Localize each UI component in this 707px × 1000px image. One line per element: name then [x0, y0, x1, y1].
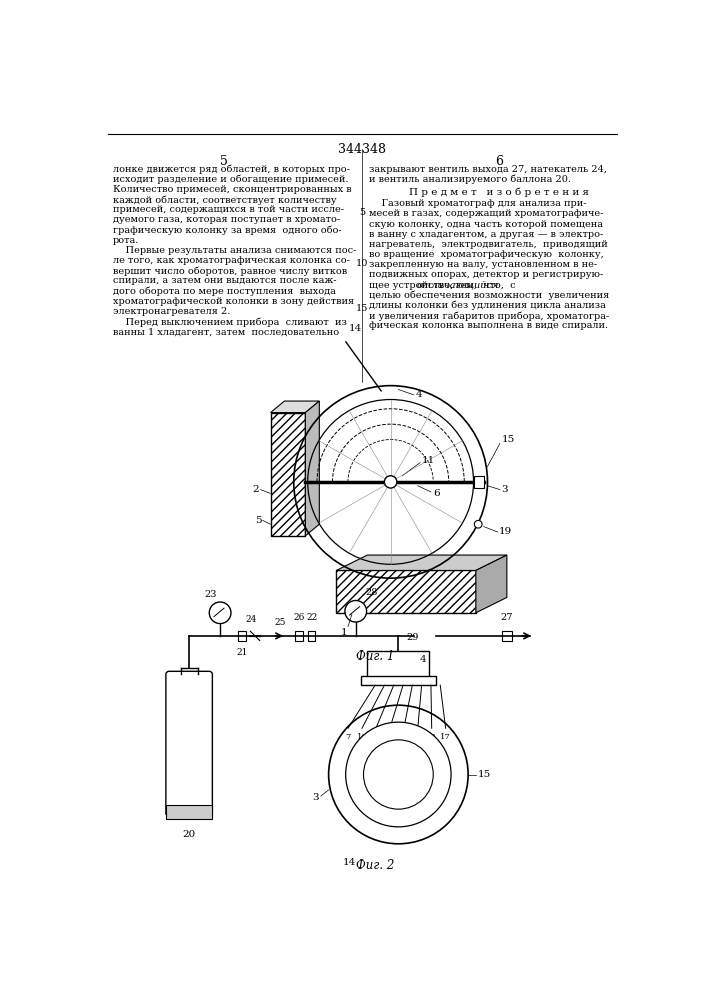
- Circle shape: [345, 600, 367, 622]
- Text: 10: 10: [356, 259, 368, 268]
- Text: 21: 21: [236, 648, 247, 657]
- Text: 24: 24: [245, 615, 257, 624]
- Text: во вращение  хроматографическую  колонку,: во вращение хроматографическую колонку,: [369, 250, 604, 259]
- Text: исходит разделение и обогащение примесей.: исходит разделение и обогащение примесей…: [113, 175, 349, 184]
- Bar: [296, 631, 303, 641]
- Text: 7: 7: [345, 733, 351, 741]
- Text: 14: 14: [349, 324, 363, 333]
- Bar: [361, 676, 436, 685]
- Text: 14: 14: [343, 858, 356, 867]
- Circle shape: [363, 740, 433, 809]
- Bar: [368, 651, 429, 678]
- Text: 26: 26: [293, 613, 305, 622]
- Bar: [474, 476, 484, 488]
- Text: закрепленную на валу, установленном в не-: закрепленную на валу, установленном в не…: [369, 260, 597, 269]
- Text: 16: 16: [356, 733, 367, 741]
- Polygon shape: [476, 555, 507, 613]
- Circle shape: [346, 722, 451, 827]
- Polygon shape: [305, 401, 320, 536]
- Text: подвижных опорах, детектор и регистрирую-: подвижных опорах, детектор и регистрирую…: [369, 270, 603, 279]
- Text: ванны 1 хладагент, затем  последовательно: ванны 1 хладагент, затем последовательно: [113, 327, 339, 336]
- Text: 15: 15: [477, 770, 491, 779]
- Text: 17: 17: [440, 733, 451, 741]
- Text: ле того, как хроматографическая колонка со-: ле того, как хроматографическая колонка …: [113, 256, 350, 265]
- Text: Первые результаты анализа снимаются пос-: Первые результаты анализа снимаются пос-: [113, 246, 356, 255]
- Text: примесей, содержащихся в той части иссле-: примесей, содержащихся в той части иссле…: [113, 205, 344, 214]
- Text: целью обеспечения возможности  увеличения: целью обеспечения возможности увеличения: [369, 291, 609, 300]
- Text: лонке движется ряд областей, в которых про-: лонке движется ряд областей, в которых п…: [113, 165, 350, 174]
- Text: месей в газах, содержащий хроматографиче-: месей в газах, содержащий хроматографиче…: [369, 209, 603, 218]
- Polygon shape: [271, 413, 305, 536]
- Text: Фиг. 1: Фиг. 1: [356, 650, 395, 663]
- Text: 28: 28: [365, 588, 378, 597]
- Circle shape: [209, 602, 231, 624]
- Text: 29: 29: [406, 633, 419, 642]
- Text: в ванну с хладагентом, а другая — в электро-: в ванну с хладагентом, а другая — в элек…: [369, 230, 603, 239]
- Polygon shape: [337, 555, 507, 570]
- Circle shape: [385, 476, 397, 488]
- Bar: [308, 631, 315, 641]
- Polygon shape: [337, 570, 476, 613]
- Text: 23: 23: [204, 590, 217, 599]
- Text: отличающийся: отличающийся: [416, 281, 499, 290]
- Text: 20: 20: [182, 830, 196, 839]
- Text: 11: 11: [421, 456, 435, 465]
- Text: 5: 5: [359, 208, 365, 217]
- Text: рота.: рота.: [113, 236, 139, 245]
- Text: 3: 3: [312, 793, 320, 802]
- Text: 27: 27: [501, 613, 513, 622]
- Text: 1: 1: [341, 628, 347, 637]
- Text: дуемого газа, которая поступает в хромато-: дуемого газа, которая поступает в хромат…: [113, 215, 340, 224]
- Text: каждой области, соответствует количеству: каждой области, соответствует количеству: [113, 195, 337, 205]
- Text: 3: 3: [501, 485, 508, 494]
- Text: 9: 9: [373, 733, 378, 741]
- Text: П р е д м е т   и з о б р е т е н и я: П р е д м е т и з о б р е т е н и я: [409, 188, 589, 197]
- Text: 6: 6: [433, 489, 440, 498]
- Text: и вентиль анализируемого баллона 20.: и вентиль анализируемого баллона 20.: [369, 175, 571, 184]
- Text: 22: 22: [306, 613, 317, 622]
- Bar: [502, 631, 512, 641]
- Text: 12: 12: [385, 733, 395, 741]
- Text: 6: 6: [495, 155, 503, 168]
- Text: нагреватель,  электродвигатель,  приводящий: нагреватель, электродвигатель, приводящи…: [369, 240, 608, 249]
- Text: скую колонку, одна часть которой помещена: скую колонку, одна часть которой помещен…: [369, 220, 603, 229]
- Text: дого оборота по мере поступления  выхода: дого оборота по мере поступления выхода: [113, 287, 336, 296]
- Text: 5: 5: [220, 155, 228, 168]
- Text: длины колонки без удлинения цикла анализа: длины колонки без удлинения цикла анализ…: [369, 301, 606, 310]
- Text: тем,  что,  с: тем, что, с: [452, 281, 516, 290]
- Text: 4: 4: [420, 655, 427, 664]
- Text: Фиг. 2: Фиг. 2: [356, 859, 395, 872]
- Text: 4: 4: [416, 390, 422, 399]
- Bar: [238, 631, 246, 641]
- Text: закрывают вентиль выхода 27, натекатель 24,: закрывают вентиль выхода 27, натекатель …: [369, 165, 607, 174]
- Text: 8: 8: [415, 733, 421, 741]
- Text: 13: 13: [426, 733, 437, 741]
- Text: хроматографической колонки в зону действия: хроматографической колонки в зону действ…: [113, 297, 354, 306]
- Circle shape: [474, 520, 482, 528]
- Text: Газовый хроматограф для анализа при-: Газовый хроматограф для анализа при-: [369, 199, 586, 208]
- Text: электронагревателя 2.: электронагревателя 2.: [113, 307, 230, 316]
- Text: 15: 15: [356, 304, 368, 313]
- Bar: [166, 805, 212, 819]
- Polygon shape: [271, 401, 320, 413]
- Text: 2: 2: [252, 485, 259, 494]
- Text: 19: 19: [499, 527, 513, 536]
- Text: и увеличения габаритов прибора, хроматогра-: и увеличения габаритов прибора, хроматог…: [369, 311, 609, 321]
- Text: вершит число оборотов, равное числу витков: вершит число оборотов, равное числу витк…: [113, 266, 347, 276]
- Text: 344348: 344348: [338, 143, 386, 156]
- Text: спирали, а затем они выдаются после каж-: спирали, а затем они выдаются после каж-: [113, 276, 337, 285]
- Text: фическая колонка выполнена в виде спирали.: фическая колонка выполнена в виде спирал…: [369, 321, 608, 330]
- FancyBboxPatch shape: [166, 671, 212, 816]
- Text: 5: 5: [255, 516, 261, 525]
- Text: щее устройство,: щее устройство,: [369, 281, 456, 290]
- Text: 15: 15: [501, 435, 515, 444]
- Text: графическую колонку за время  одного обо-: графическую колонку за время одного обо-: [113, 226, 341, 235]
- Text: Количество примесей, сконцентрированных в: Количество примесей, сконцентрированных …: [113, 185, 352, 194]
- Text: 25: 25: [275, 618, 286, 627]
- Text: Перед выключением прибора  сливают  из: Перед выключением прибора сливают из: [113, 317, 347, 327]
